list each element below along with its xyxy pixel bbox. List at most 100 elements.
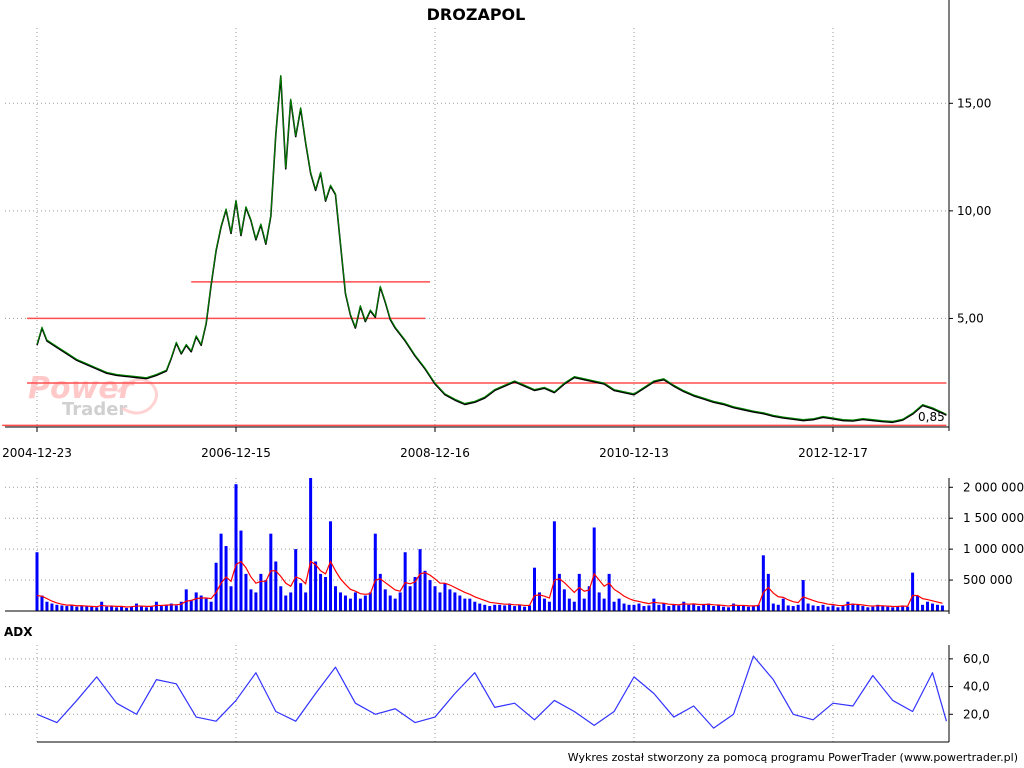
volume-bar (821, 604, 825, 611)
volume-bar (55, 604, 59, 611)
volume-bar (135, 603, 138, 611)
volume-bar (60, 605, 64, 611)
volume-bar (393, 598, 397, 611)
volume-bar (299, 583, 303, 611)
volume-bar (702, 604, 706, 611)
price-x-tick-label: 2010-12-13 (599, 446, 669, 460)
volume-bar (199, 595, 203, 611)
volume-bar (557, 573, 561, 611)
volume-ma-line (36, 560, 943, 608)
volume-bar (826, 606, 830, 611)
volume-bar (861, 606, 865, 611)
chart-title: DROZAPOL (427, 5, 526, 24)
volume-bar (577, 573, 581, 611)
volume-bar (622, 603, 626, 611)
volume-bar (234, 484, 238, 611)
volume-bar (632, 604, 636, 611)
volume-bar (906, 606, 910, 611)
watermark-swirl-icon (116, 378, 158, 415)
volume-bar (468, 598, 472, 611)
volume-bar (80, 605, 84, 611)
volume-bar (408, 586, 412, 611)
volume-bar (647, 605, 651, 611)
adx-grid (5, 645, 949, 742)
volume-bar (438, 592, 442, 611)
volume-bar (50, 603, 54, 611)
adx-label: ADX (4, 625, 33, 639)
volume-bar (518, 604, 522, 611)
price-panel: Power Trader 5,00 10,00 15,00 2004-12-23 200… (2, 0, 991, 460)
volume-bar (358, 598, 362, 611)
volume-bar (483, 604, 487, 611)
volume-bar (851, 603, 855, 611)
volume-bar (771, 603, 775, 611)
volume-bar (204, 598, 208, 611)
volume-bar (692, 603, 696, 611)
volume-bar (209, 601, 213, 611)
volume-bar (717, 605, 721, 611)
volume-bar (448, 589, 452, 611)
volume-bar (582, 598, 586, 611)
volume-y-tick-label: 500 000 (963, 573, 1013, 587)
volume-bar (528, 605, 532, 611)
volume-bar (284, 595, 288, 611)
volume-bar (388, 595, 392, 611)
volume-bar (831, 605, 835, 611)
volume-bar (154, 601, 158, 611)
volume-bar (940, 605, 944, 611)
price-grid (5, 28, 949, 427)
volume-bar (687, 604, 691, 611)
volume-bar (194, 592, 198, 611)
volume-bar (911, 572, 915, 611)
volume-axes: 500 000 1 000 000 1 500 000 2 000 000 (5, 478, 1024, 614)
volume-bar (513, 606, 517, 611)
volume-bar (130, 606, 134, 611)
watermark-word-power: Power (28, 371, 136, 406)
volume-bar (90, 606, 94, 611)
volume-bar (801, 580, 805, 611)
volume-y-tick-label: 2 000 000 (963, 480, 1024, 494)
support-resistance-lines (2, 281, 947, 427)
volume-bar (901, 605, 905, 611)
volume-bar (398, 592, 402, 611)
volume-bar (319, 573, 323, 611)
volume-bar (488, 606, 492, 611)
volume-bar (279, 586, 283, 611)
volume-bar (677, 605, 681, 611)
adx-y-tick-label: 60,0 (963, 652, 990, 666)
volume-bar (756, 604, 760, 611)
volume-bar (816, 606, 820, 611)
volume-bar (259, 573, 263, 611)
volume-bar (841, 606, 845, 611)
adx-y-tick-label: 40,0 (963, 680, 990, 694)
volume-bar (169, 603, 173, 611)
volume-bar (562, 589, 566, 611)
volume-bar (552, 521, 556, 611)
adx-y-tick-label: 20,0 (963, 707, 990, 721)
volume-bar (35, 552, 39, 611)
volume-bar (796, 604, 800, 611)
adx-panel: ADX 20,0 40,0 60,0 (4, 625, 990, 743)
volume-bar (776, 604, 780, 611)
volume-bar (164, 604, 168, 611)
volume-bar (120, 606, 124, 611)
last-price-label: 0,85 (918, 410, 945, 424)
volume-bar (781, 598, 785, 611)
volume-bar (537, 592, 541, 611)
volume-bar (453, 592, 457, 611)
volume-bar (149, 606, 153, 611)
volume-bar (672, 604, 676, 611)
volume-bar (617, 598, 621, 611)
volume-bar (413, 576, 417, 611)
volume-bar (508, 603, 512, 611)
volume-bar (95, 607, 99, 611)
volume-bar (921, 604, 925, 611)
volume-bar (667, 606, 671, 611)
volume-bar (373, 533, 377, 611)
volume-bar (249, 589, 253, 611)
volume-bar (184, 589, 188, 611)
volume-bar (741, 605, 745, 611)
volume-bar (607, 573, 611, 611)
volume-bar (707, 603, 711, 611)
